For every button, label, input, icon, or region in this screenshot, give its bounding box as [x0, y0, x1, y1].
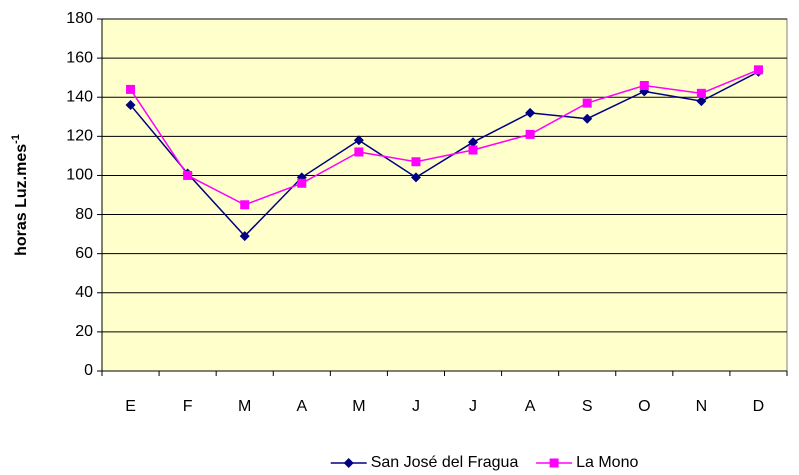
point-marker [696, 96, 707, 107]
y-tick-label: 160 [66, 49, 93, 66]
point-marker [125, 100, 136, 111]
y-tick-label: 80 [75, 206, 93, 223]
y-tick-label: 20 [75, 323, 93, 340]
point-marker [183, 170, 193, 180]
x-tick-label: M [352, 398, 365, 415]
y-tick-label: 0 [84, 362, 93, 379]
x-tick-label: D [753, 398, 765, 415]
y-tick-label: 180 [66, 10, 93, 27]
point-marker [525, 107, 536, 118]
point-marker [353, 135, 364, 146]
x-tick-label: A [296, 398, 307, 415]
x-tick-label: J [412, 398, 420, 415]
x-tick-label: N [696, 398, 708, 415]
point-marker [239, 231, 250, 242]
point-marker [410, 172, 421, 183]
x-tick-label: J [469, 398, 477, 415]
point-marker [468, 145, 478, 155]
point-marker [582, 98, 592, 108]
x-tick-label: O [638, 398, 650, 415]
legend-label: San José del Fragua [371, 454, 519, 471]
point-marker [696, 88, 706, 98]
y-tick-label: 60 [75, 245, 93, 262]
x-tick-label: E [125, 398, 136, 415]
series-line [129, 69, 759, 206]
plot-area [101, 18, 788, 372]
point-marker [582, 113, 593, 124]
point-marker [411, 157, 421, 167]
y-axis-label-sup: -1 [10, 134, 22, 144]
point-marker [639, 80, 649, 90]
y-axis-label: horas Luz.mes-1 [10, 134, 30, 256]
series-line [129, 71, 759, 238]
point-marker [343, 458, 354, 468]
legend-label: La Mono [576, 454, 638, 471]
x-tick-label: A [525, 398, 536, 415]
point-marker [240, 200, 250, 210]
point-marker [753, 65, 763, 75]
point-marker [126, 84, 136, 94]
x-tick-label: M [238, 398, 251, 415]
y-tick-label: 120 [66, 128, 93, 145]
y-tick-label: 140 [66, 88, 93, 105]
y-tick-label: 100 [66, 167, 93, 184]
point-marker [525, 129, 535, 139]
y-tick-label: 40 [75, 284, 93, 301]
x-tick-label: F [183, 398, 193, 415]
point-marker [354, 147, 364, 157]
x-tick-label: S [582, 398, 593, 415]
point-marker [468, 137, 479, 148]
y-axis-label-text: horas Luz.mes [13, 144, 30, 256]
point-marker [297, 178, 307, 188]
point-marker [549, 458, 559, 468]
